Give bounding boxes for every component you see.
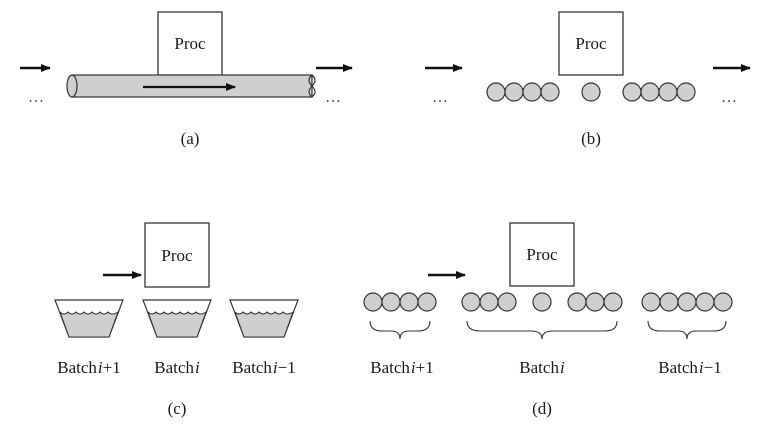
ellipsis-left: … bbox=[28, 89, 46, 106]
data-item bbox=[676, 82, 696, 102]
data-item bbox=[399, 292, 419, 312]
process-box: Proc bbox=[509, 222, 575, 287]
batch-items bbox=[461, 292, 623, 312]
data-item bbox=[567, 292, 587, 312]
batch-brace bbox=[369, 320, 431, 340]
batch-bucket bbox=[142, 299, 212, 338]
batch-label: Batchi−1 bbox=[658, 358, 721, 377]
data-item bbox=[363, 292, 383, 312]
data-item bbox=[522, 82, 542, 102]
data-items bbox=[486, 82, 696, 102]
caption: (a) bbox=[181, 129, 200, 148]
proc-label: Proc bbox=[174, 34, 206, 53]
batch-label: Batchi+1 bbox=[370, 358, 433, 377]
data-item bbox=[695, 292, 715, 312]
data-item bbox=[640, 82, 660, 102]
caption: (d) bbox=[532, 399, 552, 418]
batch-brace bbox=[466, 320, 618, 340]
process-box: Proc bbox=[558, 11, 624, 76]
data-item bbox=[622, 82, 642, 102]
data-item bbox=[486, 82, 506, 102]
data-item bbox=[677, 292, 697, 312]
caption: (c) bbox=[168, 399, 187, 418]
data-item bbox=[581, 82, 601, 102]
batch-label: Batchi−1 bbox=[232, 358, 295, 377]
caption: (b) bbox=[581, 129, 601, 148]
batch-brace bbox=[647, 320, 727, 340]
panel-c: Proc Batchi+1 Batchi Batchi−1 (c) bbox=[54, 222, 299, 418]
batch-label: Batchi bbox=[154, 358, 200, 377]
ellipsis-left: … bbox=[432, 89, 450, 106]
proc-label: Proc bbox=[526, 245, 558, 264]
data-item bbox=[532, 292, 552, 312]
batch-items bbox=[641, 292, 733, 312]
batch-bucket bbox=[229, 299, 299, 338]
process-box: Proc bbox=[157, 11, 223, 76]
data-item bbox=[641, 292, 661, 312]
batch-label: Batchi bbox=[519, 358, 565, 377]
batch-label: Batchi+1 bbox=[57, 358, 120, 377]
data-item bbox=[585, 292, 605, 312]
batch-bucket bbox=[54, 299, 124, 338]
data-item bbox=[479, 292, 499, 312]
ellipsis-right: … bbox=[325, 89, 343, 106]
data-item bbox=[659, 292, 679, 312]
proc-label: Proc bbox=[575, 34, 607, 53]
data-item bbox=[504, 82, 524, 102]
data-item bbox=[497, 292, 517, 312]
data-item bbox=[603, 292, 623, 312]
panel-a: … Proc … (a) bbox=[20, 11, 353, 148]
process-box: Proc bbox=[144, 222, 210, 288]
data-item bbox=[381, 292, 401, 312]
data-item bbox=[713, 292, 733, 312]
data-item bbox=[417, 292, 437, 312]
proc-label: Proc bbox=[161, 246, 193, 265]
panel-d: Proc Batchi bbox=[363, 222, 733, 418]
data-item bbox=[461, 292, 481, 312]
data-item bbox=[658, 82, 678, 102]
ellipsis-right: … bbox=[721, 89, 739, 106]
batch-items bbox=[363, 292, 437, 312]
data-item bbox=[540, 82, 560, 102]
panel-b: … Proc … (b) bbox=[425, 11, 751, 148]
